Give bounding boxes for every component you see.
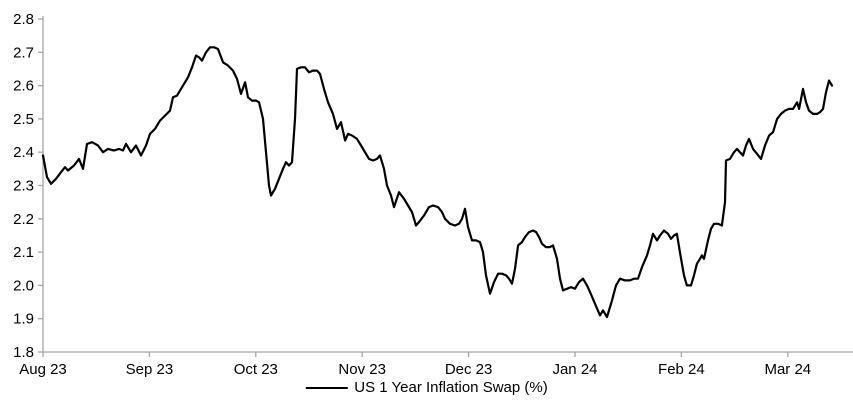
y-tick-label: 1.9 [13, 311, 34, 328]
x-tick-label: Dec 23 [445, 361, 493, 378]
x-tick-label: Aug 23 [19, 361, 67, 378]
y-tick-label: 1.8 [13, 344, 34, 361]
x-tick-label: Sep 23 [126, 361, 174, 378]
legend: US 1 Year Inflation Swap (%) [305, 379, 548, 396]
inflation-swap-line [41, 46, 834, 319]
y-tick-label: 2.6 [13, 78, 34, 95]
y-tick-label: 2.2 [13, 211, 34, 228]
y-tick-label: 2.0 [13, 277, 34, 294]
y-tick-label: 2.7 [13, 44, 34, 61]
x-tick-label: Nov 23 [338, 361, 386, 378]
y-tick-label: 2.5 [13, 111, 34, 128]
y-tick-label: 2.1 [13, 244, 34, 261]
y-tick-label: 2.4 [13, 144, 34, 161]
x-tick-label: Feb 24 [658, 361, 705, 378]
x-tick-label: Jan 24 [552, 361, 597, 378]
x-tick-label: Oct 23 [234, 361, 278, 378]
legend-label: US 1 Year Inflation Swap (%) [354, 379, 548, 396]
legend-line-swatch [305, 386, 348, 389]
y-tick-label: 2.8 [13, 11, 34, 28]
y-tick-label: 2.3 [13, 178, 34, 195]
x-tick-label: Mar 24 [764, 361, 811, 378]
